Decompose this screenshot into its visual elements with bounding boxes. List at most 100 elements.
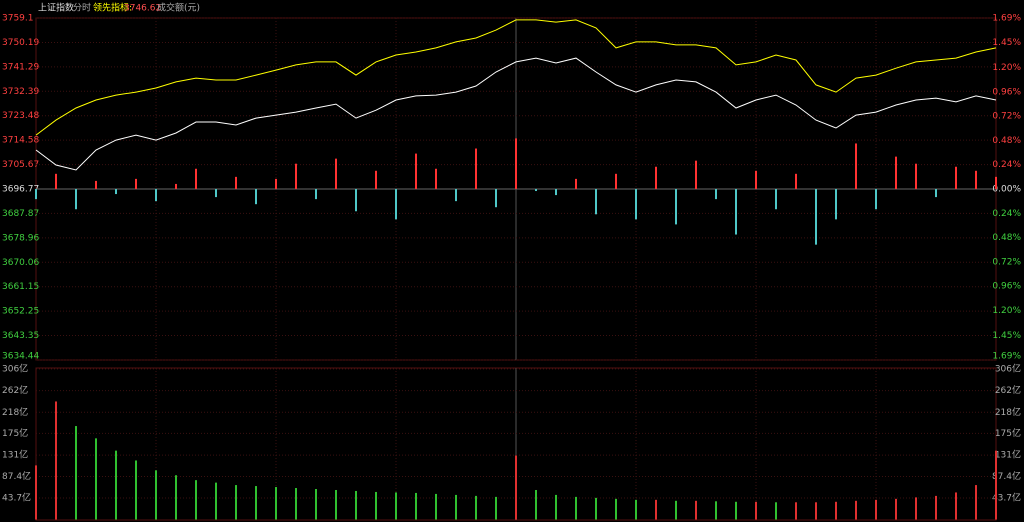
volume-bar	[415, 492, 417, 520]
volume-bar	[715, 501, 717, 520]
indicator-bar	[455, 189, 457, 202]
volume-bar	[575, 496, 577, 520]
y2-tick-label: 0.72%	[992, 257, 1021, 267]
volume-bar	[115, 450, 117, 520]
y2-tick-label: 1.20%	[992, 306, 1021, 316]
volume-bar	[215, 482, 217, 520]
y-tick-label: 3714.58	[2, 136, 39, 146]
y-tick-label: 3723.48	[2, 111, 39, 121]
y-tick-label: 175亿	[2, 427, 28, 439]
indicator-bar	[315, 189, 317, 200]
volume-bar	[735, 501, 737, 520]
indicator-bar	[35, 189, 37, 200]
indicator-bar	[695, 160, 697, 189]
indicator-bar	[995, 176, 997, 189]
volume-bar	[895, 498, 897, 520]
indicator-bar	[235, 176, 237, 189]
indicator-bar	[175, 183, 177, 189]
volume-bar	[495, 496, 497, 520]
indicator-bar	[95, 180, 97, 189]
y2-tick-label: 1.69%	[992, 352, 1021, 362]
indicator-bar	[115, 189, 117, 195]
volume-bar	[655, 499, 657, 520]
indicator-bar	[835, 189, 837, 220]
indicator-bar	[935, 189, 937, 198]
volume-bar	[475, 495, 477, 520]
volume-bar	[435, 493, 437, 520]
y2-tick-label: 0.00%	[992, 185, 1021, 195]
volume-bar	[555, 494, 557, 520]
volume-bar	[915, 497, 917, 520]
y2-tick-label: 0.72%	[992, 112, 1021, 122]
volume-bar	[455, 494, 457, 520]
indicator-bar	[855, 143, 857, 189]
indicator-bar	[495, 189, 497, 208]
indicator-bar	[255, 189, 257, 205]
y-tick-label: 3705.67	[2, 160, 39, 170]
indicator-bar	[515, 138, 517, 189]
volume-bar	[195, 480, 197, 520]
indicator-bar	[755, 170, 757, 189]
volume-bar	[615, 498, 617, 520]
y-tick-label: 3678.96	[2, 233, 39, 243]
y2-tick-label: 0.48%	[992, 136, 1021, 146]
volume-bar	[55, 401, 57, 520]
mode-tab[interactable]: 分时	[73, 2, 91, 14]
y-tick-label: 3652.25	[2, 307, 39, 317]
y-tick-label-right: 87.4亿	[992, 470, 1021, 482]
volume-bar	[515, 455, 517, 520]
volume-bar	[815, 502, 817, 520]
indicator-bar	[575, 178, 577, 189]
y-tick-label: 306亿	[2, 363, 28, 375]
indicator-bar	[675, 189, 677, 225]
y-tick-label: 262亿	[2, 384, 28, 396]
volume-label: 成交额(元)	[157, 2, 200, 14]
y-tick-label: 131亿	[2, 449, 28, 461]
indicator-value: 3746.62	[124, 4, 161, 14]
volume-bar	[235, 485, 237, 520]
y-tick-label: 3732.39	[2, 87, 39, 97]
volume-bar	[275, 487, 277, 520]
volume-bar	[295, 488, 297, 520]
indicator-bar	[955, 166, 957, 189]
indicator-bar	[895, 156, 897, 189]
y-tick-label: 3759.1	[2, 14, 34, 24]
volume-bar	[635, 499, 637, 520]
indicator-bar	[75, 189, 77, 210]
indicator-bar	[715, 189, 717, 200]
y-tick-label: 3741.29	[2, 62, 39, 72]
index-name[interactable]: 上证指数	[38, 2, 74, 14]
y2-tick-label: 0.24%	[992, 209, 1021, 219]
indicator-bar	[195, 168, 197, 189]
volume-bar	[155, 470, 157, 520]
y-tick-label: 3661.15	[2, 282, 39, 292]
indicator-bar	[915, 163, 917, 189]
volume-bar	[875, 499, 877, 520]
volume-bar	[75, 426, 77, 520]
indicator-bar	[395, 189, 397, 220]
y-tick-label-right: 43.7亿	[992, 492, 1021, 504]
y-tick-label: 218亿	[2, 406, 28, 418]
indicator-label: 领先指标:	[93, 2, 132, 14]
volume-bar	[255, 486, 257, 520]
y2-tick-label: 0.96%	[992, 282, 1021, 292]
volume-bar	[335, 489, 337, 520]
y-tick-label: 3750.19	[2, 38, 39, 48]
indicator-bar	[435, 168, 437, 189]
y2-tick-label: 1.69%	[992, 14, 1021, 24]
volume-bar	[95, 438, 97, 520]
y-tick-label: 3643.35	[2, 331, 39, 341]
indicator-bar	[875, 189, 877, 210]
volume-bar	[375, 491, 377, 520]
indicator-bar	[215, 189, 217, 198]
y-tick-label: 3687.87	[2, 209, 39, 219]
y-tick-label: 43.7亿	[2, 492, 31, 504]
y-tick-label-right: 131亿	[995, 449, 1021, 461]
volume-bar	[975, 485, 977, 520]
indicator-bar	[775, 189, 777, 210]
indicator-bar	[375, 170, 377, 189]
y2-tick-label: 1.45%	[992, 38, 1021, 48]
volume-bar	[135, 460, 137, 520]
